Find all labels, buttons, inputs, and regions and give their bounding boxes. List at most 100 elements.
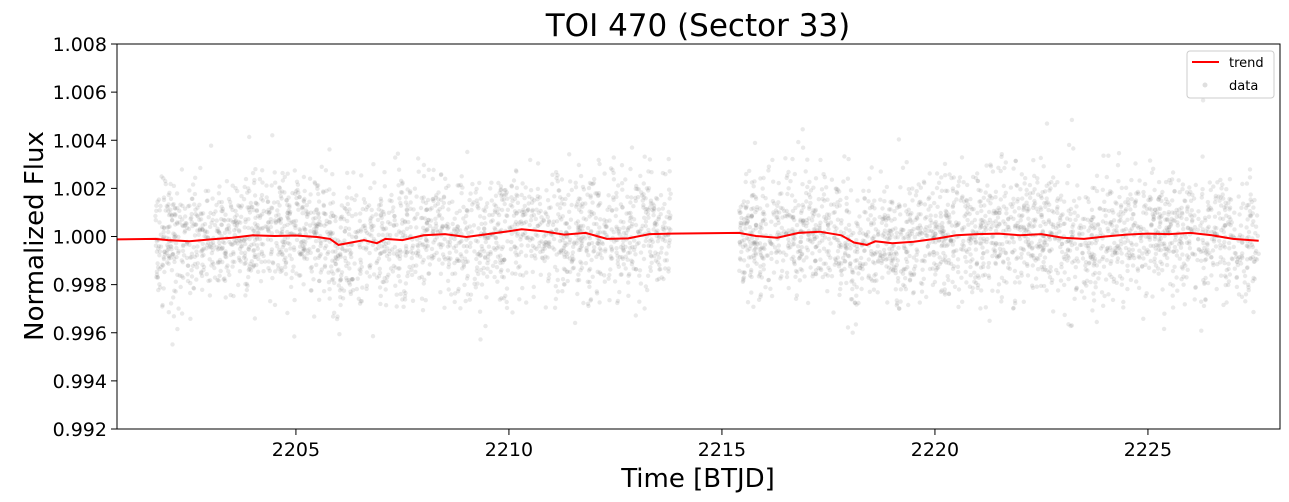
data-point [579, 261, 584, 266]
data-point [422, 228, 427, 234]
data-point [446, 207, 451, 212]
data-point [280, 226, 285, 232]
data-point [535, 223, 541, 228]
data-point [751, 206, 756, 211]
data-point [780, 206, 785, 211]
data-point [741, 199, 747, 204]
data-point [482, 255, 488, 261]
data-point [175, 326, 180, 332]
data-point [827, 212, 832, 217]
data-point [495, 245, 500, 251]
data-point [1167, 177, 1172, 183]
data-point [174, 191, 180, 196]
data-point [292, 223, 297, 228]
data-point [415, 253, 420, 258]
data-point [838, 197, 843, 203]
data-point [238, 244, 244, 249]
data-point [546, 279, 551, 284]
data-point [1074, 246, 1080, 251]
data-point [968, 264, 973, 270]
data-point [603, 224, 608, 230]
data-point [1041, 259, 1046, 265]
data-point [223, 251, 228, 256]
data-point [471, 223, 477, 228]
data-point [463, 220, 468, 225]
data-point [162, 252, 168, 257]
data-point [1180, 187, 1185, 192]
data-point [964, 259, 969, 264]
data-point [1051, 175, 1056, 180]
data-point [583, 201, 588, 206]
data-point [1153, 251, 1159, 256]
data-point [289, 256, 294, 262]
data-point [769, 241, 774, 246]
data-point [1251, 309, 1256, 315]
data-point [1043, 221, 1048, 227]
data-point [518, 237, 523, 242]
data-point [1246, 288, 1251, 293]
data-point [895, 258, 900, 263]
data-point [1174, 214, 1180, 219]
data-point [983, 213, 988, 219]
data-point [335, 238, 341, 243]
data-point [845, 253, 851, 258]
data-point [198, 226, 203, 231]
data-point [981, 261, 986, 266]
data-point [311, 277, 316, 282]
data-point [481, 207, 486, 212]
data-point [1191, 196, 1197, 201]
data-point [190, 196, 195, 201]
data-point [945, 242, 951, 247]
data-point [194, 277, 199, 282]
data-point [269, 205, 274, 210]
data-point [530, 209, 535, 214]
data-point [285, 210, 290, 216]
data-point [1025, 273, 1031, 278]
data-point [1126, 200, 1131, 205]
data-point [842, 252, 848, 257]
data-point [198, 211, 204, 216]
data-point [543, 232, 549, 237]
data-point [502, 219, 508, 224]
data-point [817, 225, 822, 230]
data-point [1054, 267, 1059, 273]
data-point [570, 258, 575, 264]
data-point [329, 269, 334, 274]
data-point [1146, 265, 1152, 270]
data-point [437, 207, 442, 212]
data-point [942, 243, 947, 249]
data-point [467, 224, 472, 229]
data-point [470, 202, 475, 207]
data-point [416, 169, 421, 174]
data-point [468, 191, 473, 196]
data-point [493, 235, 499, 241]
data-point [895, 235, 900, 240]
data-point [236, 237, 242, 243]
data-point [249, 205, 254, 210]
data-point [211, 261, 216, 267]
data-point [318, 243, 323, 249]
data-point [808, 188, 814, 193]
data-point [1173, 238, 1178, 243]
data-point [178, 202, 183, 207]
data-point [882, 212, 887, 218]
data-point [1141, 256, 1146, 261]
data-point [1032, 201, 1038, 206]
data-point [1232, 266, 1238, 271]
data-point [1048, 230, 1053, 235]
data-point [1069, 238, 1074, 243]
data-point [316, 248, 321, 253]
data-point [290, 268, 295, 274]
data-point [529, 253, 534, 259]
data-point [171, 183, 177, 189]
data-point [341, 288, 347, 293]
data-point [775, 232, 780, 237]
data-point [161, 234, 167, 239]
data-point [647, 238, 652, 244]
data-point [910, 220, 915, 225]
data-point [568, 217, 574, 222]
data-point [1162, 311, 1167, 316]
data-point [278, 194, 284, 199]
data-point [215, 259, 221, 265]
data-point [523, 230, 528, 236]
